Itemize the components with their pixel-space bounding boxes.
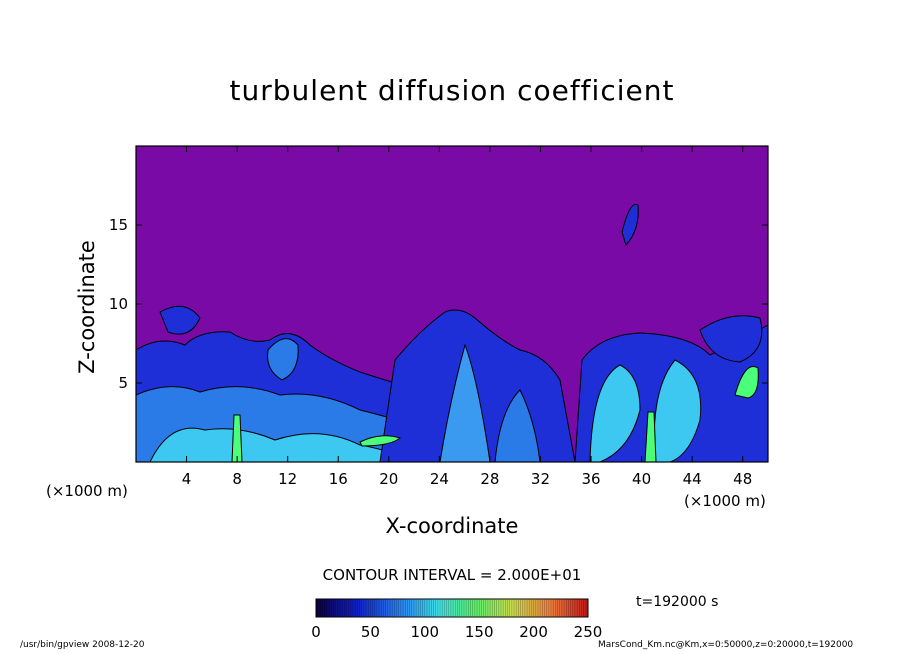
time-label: t=192000 s: [636, 594, 719, 610]
y-tick-label: 10: [109, 295, 128, 313]
chart-title: turbulent diffusion coefficient: [229, 74, 675, 107]
colorbar-tick-label: 0: [311, 623, 321, 641]
colorbar-tick-label: 100: [410, 623, 439, 641]
x-tick-label: 20: [379, 470, 398, 488]
x-axis-ticks: 4 8 12 16 20 24 28 32 36 40 44 48: [182, 146, 752, 488]
colorbar: [315, 598, 589, 618]
x-tick-label: 36: [581, 470, 600, 488]
x-tick-label: 28: [480, 470, 499, 488]
x-unit-left: (×1000 m): [46, 482, 128, 500]
x-tick-label: 8: [232, 470, 242, 488]
colorbar-tick-label: 250: [574, 623, 603, 641]
y-axis-label: Z-coordinate: [75, 240, 99, 374]
y-axis-ticks: 5 10 15: [109, 216, 768, 392]
y-tick-label: 15: [109, 216, 128, 234]
x-tick-label: 48: [733, 470, 752, 488]
colorbar-tick-label: 200: [519, 623, 548, 641]
colorbar-tick-label: 150: [465, 623, 494, 641]
x-unit-right: (×1000 m): [684, 492, 766, 510]
colorbar-ticks: 0 50 100 150 200 250: [311, 600, 602, 641]
x-tick-label: 24: [430, 470, 449, 488]
x-tick-label: 32: [531, 470, 550, 488]
x-tick-label: 4: [182, 470, 192, 488]
x-tick-label: 16: [329, 470, 348, 488]
colorbar-tick-label: 50: [361, 623, 380, 641]
x-axis-label: X-coordinate: [385, 514, 519, 538]
x-tick-label: 40: [632, 470, 651, 488]
footer-right: MarsCond_Km.nc@Km,x=0:50000,z=0:20000,t=…: [598, 640, 854, 650]
heatmap-field: [136, 203, 768, 462]
x-tick-label: 12: [278, 470, 297, 488]
y-tick-label: 5: [118, 374, 128, 392]
x-tick-label: 44: [683, 470, 702, 488]
footer-left: /usr/bin/gpview 2008-12-20: [20, 640, 145, 650]
contour-interval: CONTOUR INTERVAL = 2.000E+01: [322, 566, 582, 584]
